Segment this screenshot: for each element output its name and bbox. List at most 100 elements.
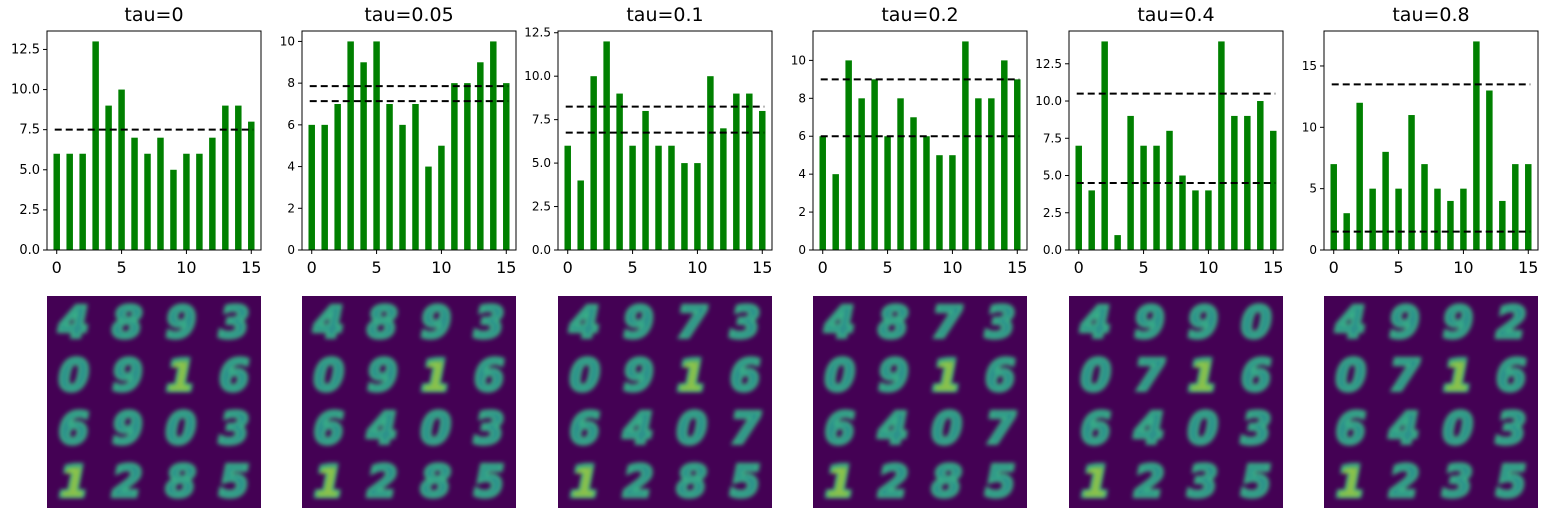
digit-cell: 0 <box>1079 349 1113 403</box>
bar <box>235 105 242 250</box>
y-tick-label: 7.5 <box>19 123 40 138</box>
digit-image-grid: 4 8 7 30 9 11 66 4 0 711 2 8 5 <box>813 296 1027 508</box>
bar <box>157 137 164 250</box>
digit-glyph: 1 <box>569 457 600 508</box>
digit-glyph: 1 <box>165 351 196 402</box>
bar <box>1447 200 1454 250</box>
digit-cell: 5 <box>1494 455 1528 508</box>
digit-glyph: 5 <box>985 457 1016 508</box>
x-tick-label: 5 <box>627 258 637 277</box>
digit-image-grid: 4 9 9 00 7 11 66 4 0 311 2 3 5 <box>1069 296 1283 508</box>
digit-cell: 4 <box>1333 296 1368 350</box>
digit-highlight: 1 <box>1082 461 1110 507</box>
digit-cell: 9 <box>1387 296 1421 350</box>
bar <box>399 124 406 250</box>
bar <box>1408 115 1415 250</box>
bar <box>53 153 60 250</box>
chart-title: tau=0.8 <box>1392 4 1469 26</box>
digit-glyph: 9 <box>112 351 143 402</box>
digit-cell: 6 <box>1239 349 1273 403</box>
digit-image-background <box>558 296 772 508</box>
bar <box>1486 90 1493 250</box>
digit-cell: 0 <box>1334 349 1368 403</box>
digit-cell: 4 <box>364 402 399 456</box>
bar <box>910 117 917 250</box>
x-tick-label: 5 <box>116 258 126 277</box>
digit-glyph: 7 <box>1134 351 1165 402</box>
bar <box>936 155 943 250</box>
digit-cell: 6 <box>983 349 1017 403</box>
bar <box>1014 79 1021 250</box>
digit-cell: 3 <box>1186 455 1220 508</box>
digit-glyph: 1 <box>1187 351 1218 402</box>
digit-glyph: 8 <box>931 457 962 508</box>
digit-cell: 3 <box>983 296 1017 350</box>
bar <box>66 153 73 250</box>
digit-cell: 3 <box>472 402 506 456</box>
y-tick-label: 2.5 <box>1043 206 1062 220</box>
digit-glyph: 4 <box>568 298 600 349</box>
digit-cell: 11 <box>57 455 91 508</box>
digit-glyph: 6 <box>313 404 344 455</box>
bar <box>819 136 826 250</box>
digit-highlight: 1 <box>60 461 88 507</box>
digit-cell: 9 <box>621 349 655 403</box>
digit-cell: 9 <box>365 349 399 403</box>
bar <box>1270 130 1277 250</box>
digit-highlight: 1 <box>167 355 195 401</box>
digit-cell: 3 <box>472 296 506 350</box>
bar <box>170 169 177 250</box>
bar <box>590 76 597 250</box>
digit-cell: 7 <box>1132 349 1166 403</box>
y-tick-label: 0.0 <box>532 243 551 257</box>
digit-cell: 0 <box>1239 296 1273 350</box>
digit-glyph: 2 <box>1496 298 1527 349</box>
axes-frame <box>301 30 517 251</box>
x-tick-label: 5 <box>882 258 892 277</box>
digit-glyph: 2 <box>623 457 654 508</box>
bar <box>1140 145 1147 250</box>
digit-glyph: 4 <box>366 404 398 455</box>
digit-glyph: 3 <box>1442 457 1473 508</box>
y-tick-label: 15 <box>1302 59 1317 73</box>
digit-cell: 11 <box>312 455 346 508</box>
digit-cell: 8 <box>675 455 709 508</box>
digit-glyph: 1 <box>1080 457 1111 508</box>
digit-cell: 4 <box>567 296 602 350</box>
x-tick-label: 15 <box>1518 258 1538 277</box>
digit-glyph: 0 <box>1241 298 1272 349</box>
bar <box>668 145 675 250</box>
axes-frame <box>557 30 773 251</box>
digit-glyph: 2 <box>1134 457 1165 508</box>
bar <box>1395 188 1402 250</box>
bar <box>1075 145 1082 250</box>
chart-title: tau=0.2 <box>881 4 958 26</box>
digit-cell: 11 <box>1186 349 1220 403</box>
digit-glyph: 9 <box>1134 298 1165 349</box>
digit-glyph: 6 <box>58 404 89 455</box>
digit-highlight: 1 <box>422 355 450 401</box>
bar <box>1330 164 1337 250</box>
y-tick-label: 2 <box>798 205 806 219</box>
digit-cell: 2 <box>1494 296 1528 350</box>
bar <box>1088 190 1095 250</box>
bar <box>196 153 203 250</box>
x-tick-label: 0 <box>307 258 317 277</box>
bar <box>845 60 852 250</box>
bar <box>438 145 445 250</box>
digit-glyph: 1 <box>824 457 855 508</box>
digit-cell: 9 <box>110 349 144 403</box>
digit-cell: 5 <box>1239 455 1273 508</box>
digit-glyph: 4 <box>1334 298 1366 349</box>
bar <box>603 41 610 250</box>
bar <box>222 105 229 250</box>
digit-glyph: 5 <box>1496 457 1527 508</box>
x-tick-label: 15 <box>1007 258 1027 277</box>
digit-glyph: 4 <box>877 404 909 455</box>
digit-glyph: 2 <box>878 457 909 508</box>
y-tick-label: 7.5 <box>1043 131 1062 145</box>
x-tick-label: 10 <box>431 258 451 277</box>
digit-glyph: 9 <box>623 298 654 349</box>
